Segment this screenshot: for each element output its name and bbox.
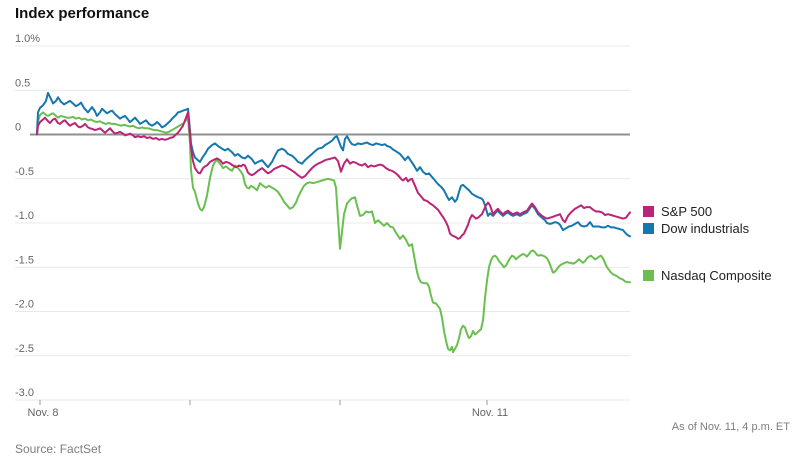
series-line-s-p-500 <box>36 111 631 240</box>
y-tick-label: 1.0% <box>15 33 40 45</box>
sp500-swatch <box>643 206 654 217</box>
dow-swatch <box>643 223 654 234</box>
legend-label-nasdaq: Nasdaq Composite <box>661 268 772 283</box>
y-tick-label: -1.0 <box>15 210 34 222</box>
y-tick-label: 0 <box>15 122 21 134</box>
legend-label-sp500: S&P 500 <box>661 204 713 219</box>
y-tick-label: -2.0 <box>15 299 34 311</box>
y-tick-label: 0.5 <box>15 77 30 89</box>
series-line-nasdaq-composite <box>36 111 631 354</box>
y-tick-label: -1.5 <box>15 254 34 266</box>
x-tick-label: Nov. 11 <box>472 407 508 419</box>
source-note: Source: FactSet <box>15 442 102 456</box>
series-line-dow-industrials <box>36 91 631 238</box>
as-of-note: As of Nov. 11, 4 p.m. ET <box>671 421 790 433</box>
nasdaq-swatch <box>643 270 654 281</box>
y-tick-label: -0.5 <box>15 166 34 178</box>
legend-item-sp500: S&P 500 <box>643 204 712 219</box>
legend-item-nasdaq: Nasdaq Composite <box>643 268 772 283</box>
legend-item-dow: Dow industrials <box>643 221 749 236</box>
chart-title: Index performance <box>15 5 150 22</box>
y-tick-label: -2.5 <box>15 343 34 355</box>
x-tick-label: Nov. 8 <box>28 407 59 419</box>
y-tick-label: -3.0 <box>15 387 34 399</box>
legend-label-dow: Dow industrials <box>661 221 750 236</box>
